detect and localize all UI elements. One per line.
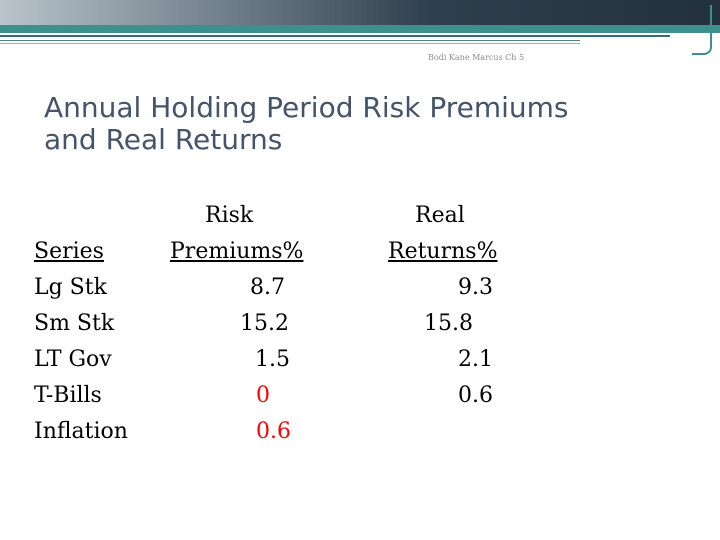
- real-header-top: Real: [415, 203, 465, 228]
- slide-title: Annual Holding Period Risk Premiums and …: [44, 91, 684, 157]
- slide-title-line-1: Annual Holding Period Risk Premiums: [44, 91, 569, 124]
- top-accent-bar: [0, 25, 720, 33]
- risk-header-top: Risk: [205, 203, 254, 228]
- table-row-real-return: 9.3: [458, 275, 493, 300]
- table-row-real-return: 15.8: [424, 311, 473, 336]
- slide-title-line-2: and Real Returns: [44, 123, 283, 157]
- table-row-series: Lg Stk: [34, 275, 107, 300]
- table-row-series: LT Gov: [34, 347, 112, 372]
- series-column-header: Series: [34, 239, 104, 264]
- table-row-series: T-Bills: [34, 383, 102, 408]
- table-row-premium: 15.2: [240, 311, 289, 336]
- top-divider-line: [0, 43, 580, 44]
- source-note: Bodi Kane Marcus Ch 5: [428, 53, 525, 62]
- table-row-premium: 8.7: [250, 275, 285, 300]
- table-row-real-return: 2.1: [458, 347, 493, 372]
- top-divider-line: [0, 35, 670, 37]
- top-divider-line: [0, 40, 580, 41]
- returns-column-header: Returns%: [388, 239, 498, 264]
- table-row-series: Sm Stk: [34, 311, 115, 336]
- table-row-real-return: 0.6: [458, 383, 493, 408]
- premiums-column-header: Premiums%: [170, 239, 304, 264]
- table-row-series: Inflation: [34, 419, 128, 444]
- corner-hook-decoration: [692, 5, 712, 55]
- table-row-premium: 1.5: [255, 347, 290, 372]
- table-row-premium-highlight: 0: [256, 383, 270, 408]
- table-row-premium-highlight: 0.6: [256, 419, 291, 444]
- top-decorative-band: [0, 0, 720, 25]
